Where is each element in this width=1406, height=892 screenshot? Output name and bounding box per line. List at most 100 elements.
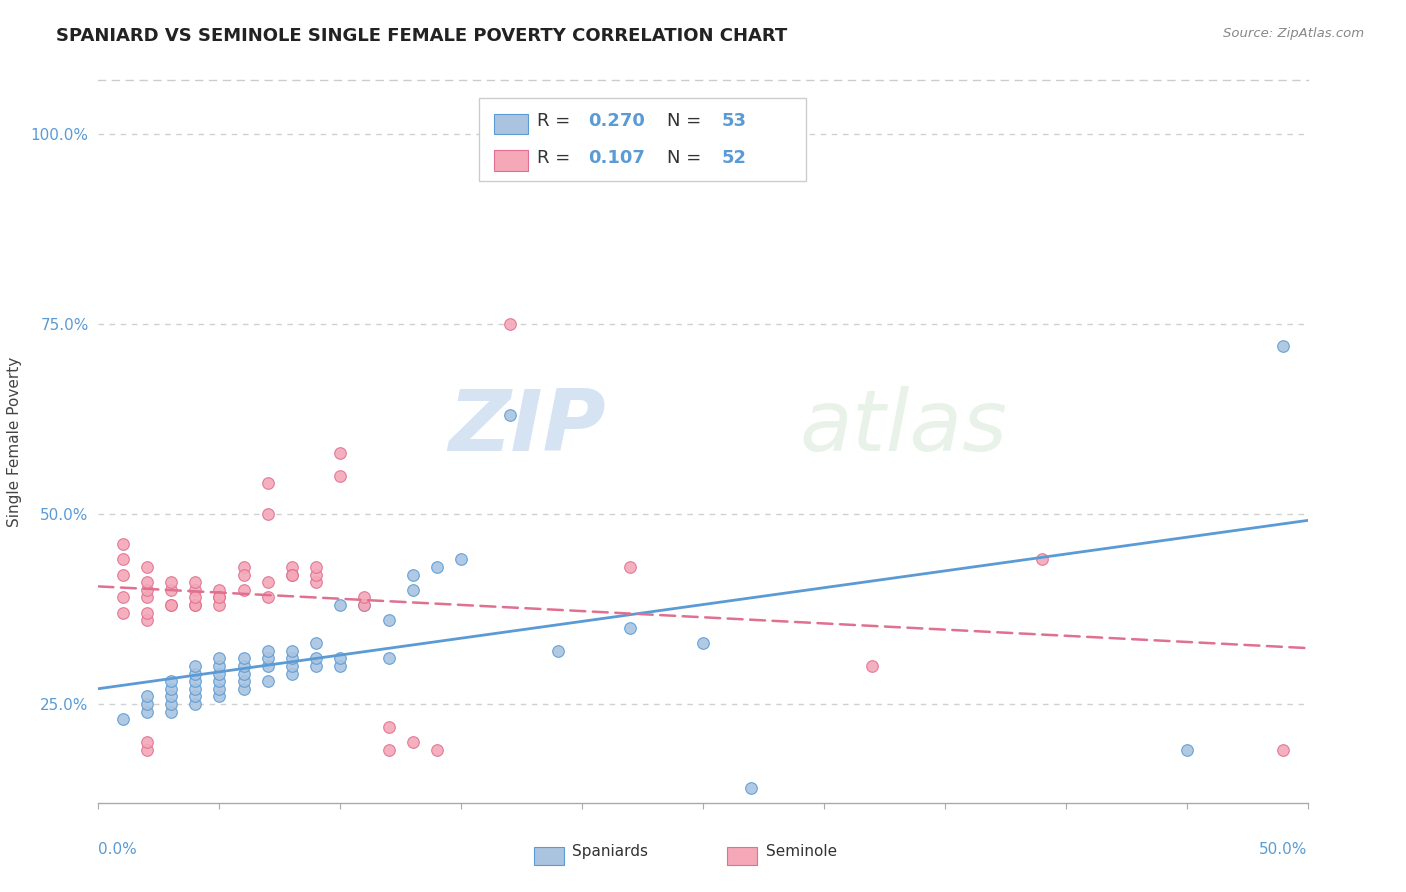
Point — [160, 690, 183, 704]
Point — [860, 659, 883, 673]
Point — [208, 690, 231, 704]
Point — [208, 681, 231, 696]
Point — [281, 666, 304, 681]
Point — [232, 582, 254, 597]
Point — [184, 690, 207, 704]
Point — [184, 582, 207, 597]
Text: Source: ZipAtlas.com: Source: ZipAtlas.com — [1223, 27, 1364, 40]
Point — [160, 582, 183, 597]
Point — [329, 598, 352, 612]
Point — [402, 567, 425, 582]
Text: Seminole: Seminole — [766, 845, 837, 859]
Point — [232, 567, 254, 582]
Point — [208, 591, 231, 605]
Point — [208, 659, 231, 673]
Point — [184, 674, 207, 689]
Point — [184, 697, 207, 711]
Point — [135, 582, 157, 597]
Point — [232, 681, 254, 696]
Point — [353, 598, 375, 612]
Point — [135, 591, 157, 605]
Point — [329, 468, 352, 483]
Point — [329, 651, 352, 665]
Point — [353, 591, 375, 605]
Point — [692, 636, 714, 650]
Point — [256, 507, 278, 521]
Point — [135, 690, 157, 704]
Point — [305, 659, 328, 673]
Point — [208, 651, 231, 665]
Point — [281, 560, 304, 574]
Point — [111, 591, 134, 605]
Point — [135, 613, 157, 627]
Point — [135, 735, 157, 749]
Point — [160, 598, 183, 612]
Point — [281, 659, 304, 673]
Point — [232, 674, 254, 689]
Point — [402, 582, 425, 597]
Point — [184, 681, 207, 696]
Point — [740, 780, 762, 795]
Point — [160, 681, 183, 696]
Point — [426, 560, 449, 574]
Point — [329, 659, 352, 673]
Point — [184, 598, 207, 612]
Point — [281, 651, 304, 665]
Point — [135, 606, 157, 620]
Point — [1175, 742, 1198, 756]
Point — [377, 720, 399, 734]
Point — [160, 705, 183, 719]
Point — [135, 560, 157, 574]
Bar — [534, 847, 564, 865]
Point — [305, 636, 328, 650]
Point — [256, 659, 278, 673]
Point — [547, 643, 569, 657]
Point — [353, 598, 375, 612]
Text: Spaniards: Spaniards — [572, 845, 648, 859]
Point — [619, 621, 641, 635]
Point — [377, 651, 399, 665]
Point — [256, 575, 278, 590]
Point — [426, 742, 449, 756]
Point — [135, 697, 157, 711]
Point — [208, 674, 231, 689]
Point — [281, 567, 304, 582]
Point — [160, 697, 183, 711]
Point — [232, 659, 254, 673]
Text: 0.270: 0.270 — [588, 112, 645, 130]
Point — [208, 666, 231, 681]
Point — [184, 591, 207, 605]
FancyBboxPatch shape — [479, 98, 806, 181]
Text: N =: N = — [666, 149, 707, 167]
Text: atlas: atlas — [800, 385, 1008, 468]
Point — [184, 575, 207, 590]
Text: ZIP: ZIP — [449, 385, 606, 468]
Text: 50.0%: 50.0% — [1260, 842, 1308, 856]
Text: R =: R = — [537, 149, 576, 167]
Point — [160, 598, 183, 612]
Point — [329, 446, 352, 460]
Point — [402, 735, 425, 749]
Point — [184, 659, 207, 673]
Text: 0.0%: 0.0% — [98, 842, 138, 856]
Point — [256, 591, 278, 605]
Y-axis label: Single Female Poverty: Single Female Poverty — [7, 357, 22, 526]
Point — [377, 613, 399, 627]
Point — [305, 567, 328, 582]
Point — [135, 742, 157, 756]
Point — [1272, 339, 1295, 353]
Point — [111, 537, 134, 551]
Text: R =: R = — [537, 112, 576, 130]
Point — [256, 651, 278, 665]
Point — [232, 651, 254, 665]
Text: 52: 52 — [721, 149, 747, 167]
Point — [160, 674, 183, 689]
Bar — [727, 847, 758, 865]
Point — [498, 408, 520, 422]
Point — [619, 560, 641, 574]
Bar — [494, 151, 527, 170]
Text: 0.107: 0.107 — [588, 149, 645, 167]
Point — [256, 674, 278, 689]
Point — [281, 643, 304, 657]
Point — [256, 643, 278, 657]
